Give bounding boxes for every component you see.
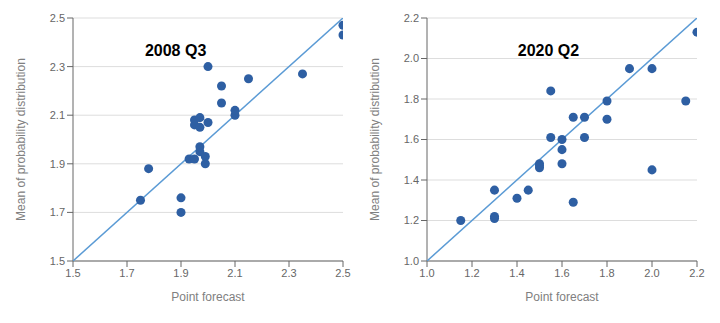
svg-text:2.3: 2.3: [281, 267, 296, 279]
svg-text:1.5: 1.5: [65, 267, 80, 279]
svg-text:Mean of probability distributi: Mean of probability distribution: [368, 58, 382, 221]
svg-text:1.7: 1.7: [50, 206, 65, 218]
svg-text:2.1: 2.1: [227, 267, 242, 279]
svg-text:2.0: 2.0: [404, 52, 419, 64]
svg-text:2.0: 2.0: [644, 267, 659, 279]
svg-text:1.5: 1.5: [50, 255, 65, 267]
svg-text:1.7: 1.7: [119, 267, 134, 279]
svg-text:1.8: 1.8: [599, 267, 614, 279]
svg-text:1.6: 1.6: [554, 267, 569, 279]
svg-text:Point forecast: Point forecast: [525, 290, 599, 304]
svg-text:1.0: 1.0: [404, 255, 419, 267]
svg-text:2.2: 2.2: [404, 12, 419, 24]
svg-text:2.3: 2.3: [50, 61, 65, 73]
svg-text:2.5: 2.5: [335, 267, 350, 279]
svg-text:1.2: 1.2: [404, 214, 419, 226]
html-text:2020 Q2: 2020 Q2: [517, 42, 580, 60]
svg-text:2.1: 2.1: [50, 109, 65, 121]
svg-text:1.0: 1.0: [419, 267, 434, 279]
svg-text:1.9: 1.9: [173, 267, 188, 279]
svg-text:1.9: 1.9: [50, 158, 65, 170]
svg-text:2.2: 2.2: [689, 267, 704, 279]
svg-text:2.5: 2.5: [50, 12, 65, 24]
html-text:2008 Q3: 2008 Q3: [144, 42, 207, 60]
svg-text:1.6: 1.6: [404, 133, 419, 145]
svg-text:1.4: 1.4: [404, 174, 419, 186]
svg-text:Mean of probability distributi: Mean of probability distribution: [14, 58, 28, 221]
svg-text:1.2: 1.2: [464, 267, 479, 279]
svg-text:Point forecast: Point forecast: [171, 290, 245, 304]
svg-text:1.8: 1.8: [404, 93, 419, 105]
svg-text:1.4: 1.4: [509, 267, 524, 279]
